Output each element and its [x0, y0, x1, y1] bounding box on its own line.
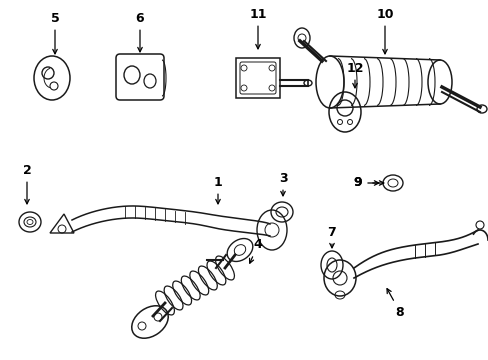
Text: 2: 2: [22, 163, 31, 204]
Text: 8: 8: [386, 289, 404, 319]
Bar: [236, 58, 280, 98]
Text: 5: 5: [51, 12, 59, 54]
Text: 1: 1: [213, 175, 222, 204]
Text: 6: 6: [135, 12, 144, 52]
Text: 9: 9: [353, 176, 362, 189]
Text: 4: 4: [249, 238, 262, 263]
Text: 3: 3: [278, 171, 287, 196]
Text: 7: 7: [327, 225, 336, 248]
Text: 11: 11: [249, 8, 266, 49]
Text: 10: 10: [375, 8, 393, 54]
Text: 9: 9: [353, 176, 383, 189]
Text: 12: 12: [346, 62, 363, 88]
